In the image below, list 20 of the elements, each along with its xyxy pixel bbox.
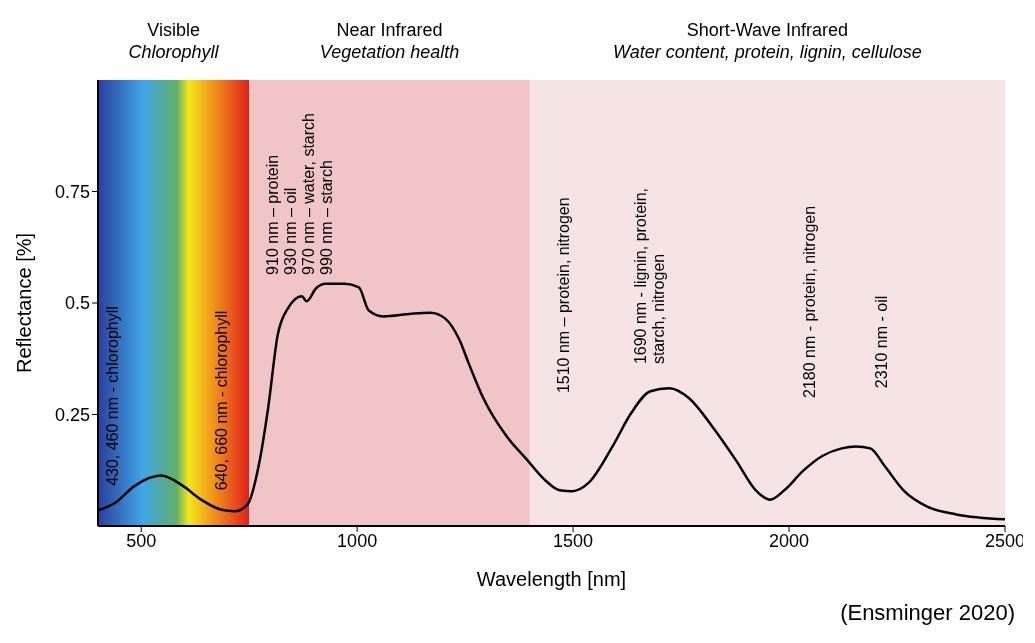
band-label: Short-Wave Infrared Water content, protein, lignin, cellulose <box>613 20 922 62</box>
x-tick-label: 2000 <box>769 530 810 551</box>
annotation: 1510 nm – protein, nitrogen <box>555 197 573 394</box>
text: (Ensminger 2020) <box>840 600 1015 626</box>
annotation: 2310 nm - oil <box>872 295 890 389</box>
x-tick-label: 1500 <box>553 530 594 551</box>
annotation: 2180 nm - protein, nitrogen <box>800 205 818 398</box>
band-label: Near Infrared Vegetation health <box>319 20 460 62</box>
x-tick-label: 1000 <box>337 530 378 551</box>
y-tick-label: 0.25 <box>54 404 90 425</box>
y-tick-label: 0.5 <box>64 293 90 314</box>
x-axis-title: Wavelength [nm] <box>476 568 627 590</box>
annotation: 1690 nm - lignin, protein, starch, nitrogen <box>631 187 667 365</box>
annotation: 430, 460 nm - chlorophyll <box>104 306 122 486</box>
annotation: 910 nm – protein 930 nm – oil 970 nm – water, starch 990 nm – starch <box>263 113 335 275</box>
x-tick-label: 500 <box>126 530 157 551</box>
y-axis-title: Reflectance [%] <box>13 232 36 374</box>
annotation: 640, 660 nm - chlorophyll <box>213 310 231 491</box>
y-tick-label: 0.75 <box>54 181 90 202</box>
band-label: Visible Chlorophyll <box>128 20 220 62</box>
